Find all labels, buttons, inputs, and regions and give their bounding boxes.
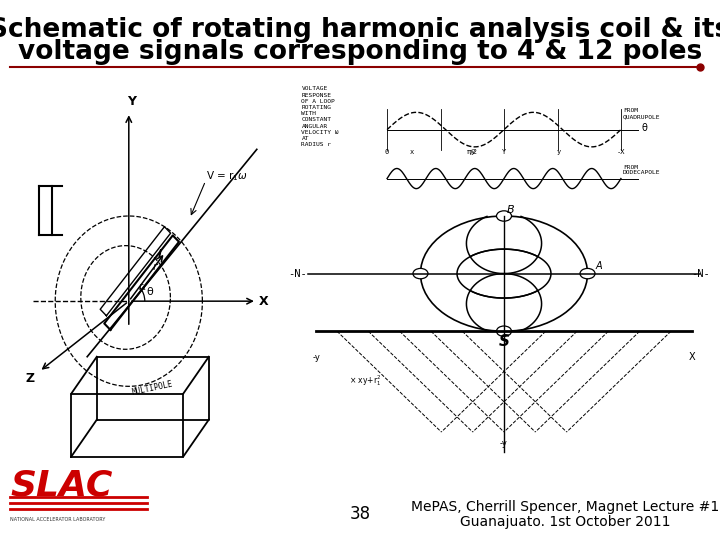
Text: FROM
QUADRUPOLE: FROM QUADRUPOLE <box>623 109 660 119</box>
Text: Y: Y <box>127 94 137 107</box>
Text: NATIONAL ACCELERATOR LABORATORY: NATIONAL ACCELERATOR LABORATORY <box>10 517 106 522</box>
Circle shape <box>580 268 595 279</box>
Text: x: x <box>410 149 414 155</box>
Text: Schematic of rotating harmonic analysis coil & its: Schematic of rotating harmonic analysis … <box>0 17 720 43</box>
Text: y: y <box>471 149 474 155</box>
Text: voltage signals corresponding to 4 & 12 poles: voltage signals corresponding to 4 & 12 … <box>18 39 702 65</box>
Text: l: l <box>158 249 161 259</box>
Text: r₁: r₁ <box>138 282 146 292</box>
Text: A: A <box>596 261 603 271</box>
Text: Guanajuato. 1st October 2011: Guanajuato. 1st October 2011 <box>460 515 670 529</box>
Text: B: B <box>506 205 514 215</box>
Text: -X: -X <box>616 149 625 155</box>
Text: π/2: π/2 <box>467 149 478 155</box>
Text: X: X <box>258 295 268 308</box>
Text: VOLTAGE
RESPONSE
OF A LOOP
ROTATING
WITH
CONSTANT
ANGULAR
VELOCITY ω
AT
RADIUS r: VOLTAGE RESPONSE OF A LOOP ROTATING WITH… <box>302 86 339 147</box>
Text: θ: θ <box>146 287 153 297</box>
Text: -y: -y <box>312 353 320 362</box>
Text: MULTIPOLE: MULTIPOLE <box>132 380 174 397</box>
Text: -N-: -N- <box>288 268 307 279</box>
Text: S: S <box>498 334 510 349</box>
Text: SLAC: SLAC <box>10 469 113 502</box>
Text: $\times$ xy+r$_1^2$: $\times$ xy+r$_1^2$ <box>349 373 382 388</box>
Circle shape <box>497 326 511 336</box>
Text: MePAS, Cherrill Spencer, Magnet Lecture #1: MePAS, Cherrill Spencer, Magnet Lecture … <box>411 500 719 514</box>
Text: 38: 38 <box>349 505 371 523</box>
Text: -N-: -N- <box>691 268 710 279</box>
Circle shape <box>497 211 511 221</box>
Text: V = r$_1\omega$: V = r$_1\omega$ <box>206 169 248 183</box>
Text: r: r <box>153 262 158 272</box>
Text: -y: -y <box>500 440 508 448</box>
Text: Z: Z <box>25 373 34 386</box>
Text: θ: θ <box>642 123 648 133</box>
Text: y: y <box>556 149 560 155</box>
Text: X: X <box>688 352 696 362</box>
Text: Y: Y <box>502 149 506 155</box>
Circle shape <box>413 268 428 279</box>
Text: 0: 0 <box>385 149 390 155</box>
Text: FROM
DODECAPOLE: FROM DODECAPOLE <box>623 165 660 176</box>
